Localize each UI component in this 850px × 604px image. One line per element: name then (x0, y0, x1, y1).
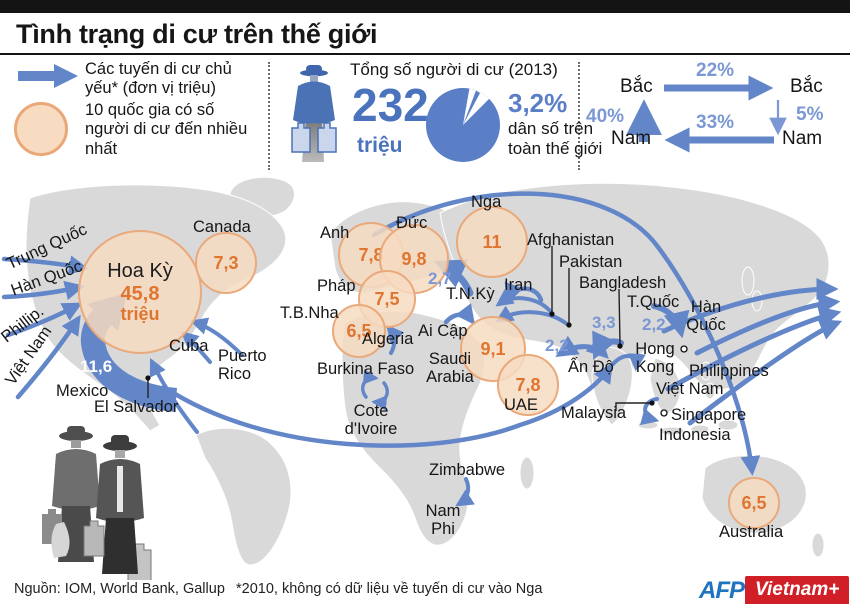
flow-ns-pct: 5% (796, 104, 824, 125)
map-label: Anh (320, 224, 350, 242)
total-unit: triệu (357, 134, 403, 157)
afp-logo: AFP (699, 577, 745, 604)
flow-north-a: Bắc (620, 76, 653, 97)
migrants-illustration (42, 426, 152, 580)
migrant-person-icon (291, 65, 337, 162)
route-arrow-icon (18, 64, 78, 88)
legend-divider-2 (578, 62, 580, 170)
map-label: T.B.Nha (280, 304, 339, 322)
map-label: Puerto Rico (218, 347, 267, 383)
top-bar (0, 0, 850, 13)
map-label: Bangladesh (579, 274, 667, 292)
map-label: T.Quốc (627, 293, 680, 311)
map-label: Ai Cập (418, 322, 468, 340)
world-map: Hoa Kỳ 45,8 triệu 7,3 11 7,8 9,8 7,5 6,5 9,1 7,8 6,… (0, 173, 850, 580)
map-label: UAE (504, 396, 538, 414)
map-label: Hàn Quốc (686, 298, 726, 334)
bubble-canada: 7,3 (195, 232, 257, 294)
bubble-spain: 6,5 (332, 304, 386, 358)
north-south-flow-diagram: Bắc 22% Bắc 40% 5% Nam 33% Nam (584, 58, 850, 172)
location-dots (145, 311, 655, 406)
map-label: El Salvador (94, 398, 179, 416)
top10-legend-label: 10 quốc gia có số người di cư đến nhiều … (85, 101, 248, 158)
map-label: Ấn Độ (568, 358, 614, 376)
map-label: Canada (193, 218, 251, 236)
map-label: Cuba (169, 337, 209, 355)
map-label: Việt Nam (656, 380, 724, 398)
map-label: Pakistan (559, 253, 623, 271)
title-divider (0, 53, 850, 55)
bubble-uae: 7,8 (497, 354, 559, 416)
total-value: 232 (352, 79, 429, 131)
map-label: Burkina Faso (317, 360, 415, 378)
bubble-usa: Hoa Kỳ 45,8 triệu (78, 230, 202, 354)
legend-divider-1 (268, 62, 270, 170)
share-pie-chart (426, 88, 500, 162)
vietnamplus-logo: Vietnam+ (745, 576, 850, 604)
map-label: Đức (396, 214, 428, 232)
map-label: Afghanistan (527, 231, 615, 249)
city-rings (660, 345, 688, 417)
share-value: 3,2% (508, 88, 568, 118)
flow-north-b: Bắc (790, 76, 823, 97)
flow-sn-pct: 40% (586, 106, 625, 127)
map-label: Singapore (671, 406, 747, 424)
map-label: Algeria (362, 330, 414, 348)
top10-circle-icon (14, 102, 68, 156)
flow-south-b: Nam (782, 128, 823, 149)
bubble-russia: 11 (456, 206, 528, 278)
map-label: Philippines (689, 362, 769, 380)
total-heading: Tổng số người di cư (2013) (350, 60, 558, 79)
flow-ss-pct: 33% (696, 112, 735, 133)
map-label: T.N.Kỳ (446, 285, 495, 303)
footnote: *2010, không có dữ liệu về tuyến di cư v… (236, 581, 543, 597)
bubble-australia: 6,5 (728, 477, 780, 529)
map-label: Indonesia (659, 426, 731, 444)
map-label: Australia (719, 523, 784, 541)
map-label: Zimbabwe (429, 461, 506, 479)
page-title: Tình trạng di cư trên thế giới (16, 19, 378, 49)
flow-south-a: Nam (611, 128, 652, 149)
flow-value: 2,2 (642, 315, 666, 334)
flow-value: 2,2 (545, 336, 569, 355)
map-label: Nam Phi (425, 502, 461, 538)
map-label: Saudi Arabia (426, 350, 474, 386)
flow-arrows (626, 75, 787, 153)
map-label: Cote d'Ivoire (344, 402, 398, 438)
map-label: Hong Kong (635, 340, 675, 376)
map-label: Iran (504, 276, 533, 294)
flow-value: 2,7 (428, 269, 452, 288)
flow-value: 11,6 (80, 357, 113, 376)
map-label: Malaysia (561, 404, 627, 422)
map-label: Pháp (317, 277, 356, 295)
map-overlay: Hoa Kỳ 45,8 triệu 7,3 11 7,8 9,8 7,5 6,5 9,1 7,8 6,… (0, 173, 850, 580)
source-credit: Nguồn: IOM, World Bank, Gallup (14, 581, 225, 597)
leader-lines (147, 246, 650, 411)
flow-value: 3,3 (592, 313, 616, 332)
map-label: Nga (471, 193, 502, 211)
flow-nn-pct: 22% (696, 60, 735, 81)
map-label: Mexico (56, 382, 109, 400)
routes-legend-label: Các tuyến di cư chủ yếu* (đơn vị triệu) (85, 60, 232, 98)
share-caption: dân số trên toàn thế giới (508, 119, 603, 158)
